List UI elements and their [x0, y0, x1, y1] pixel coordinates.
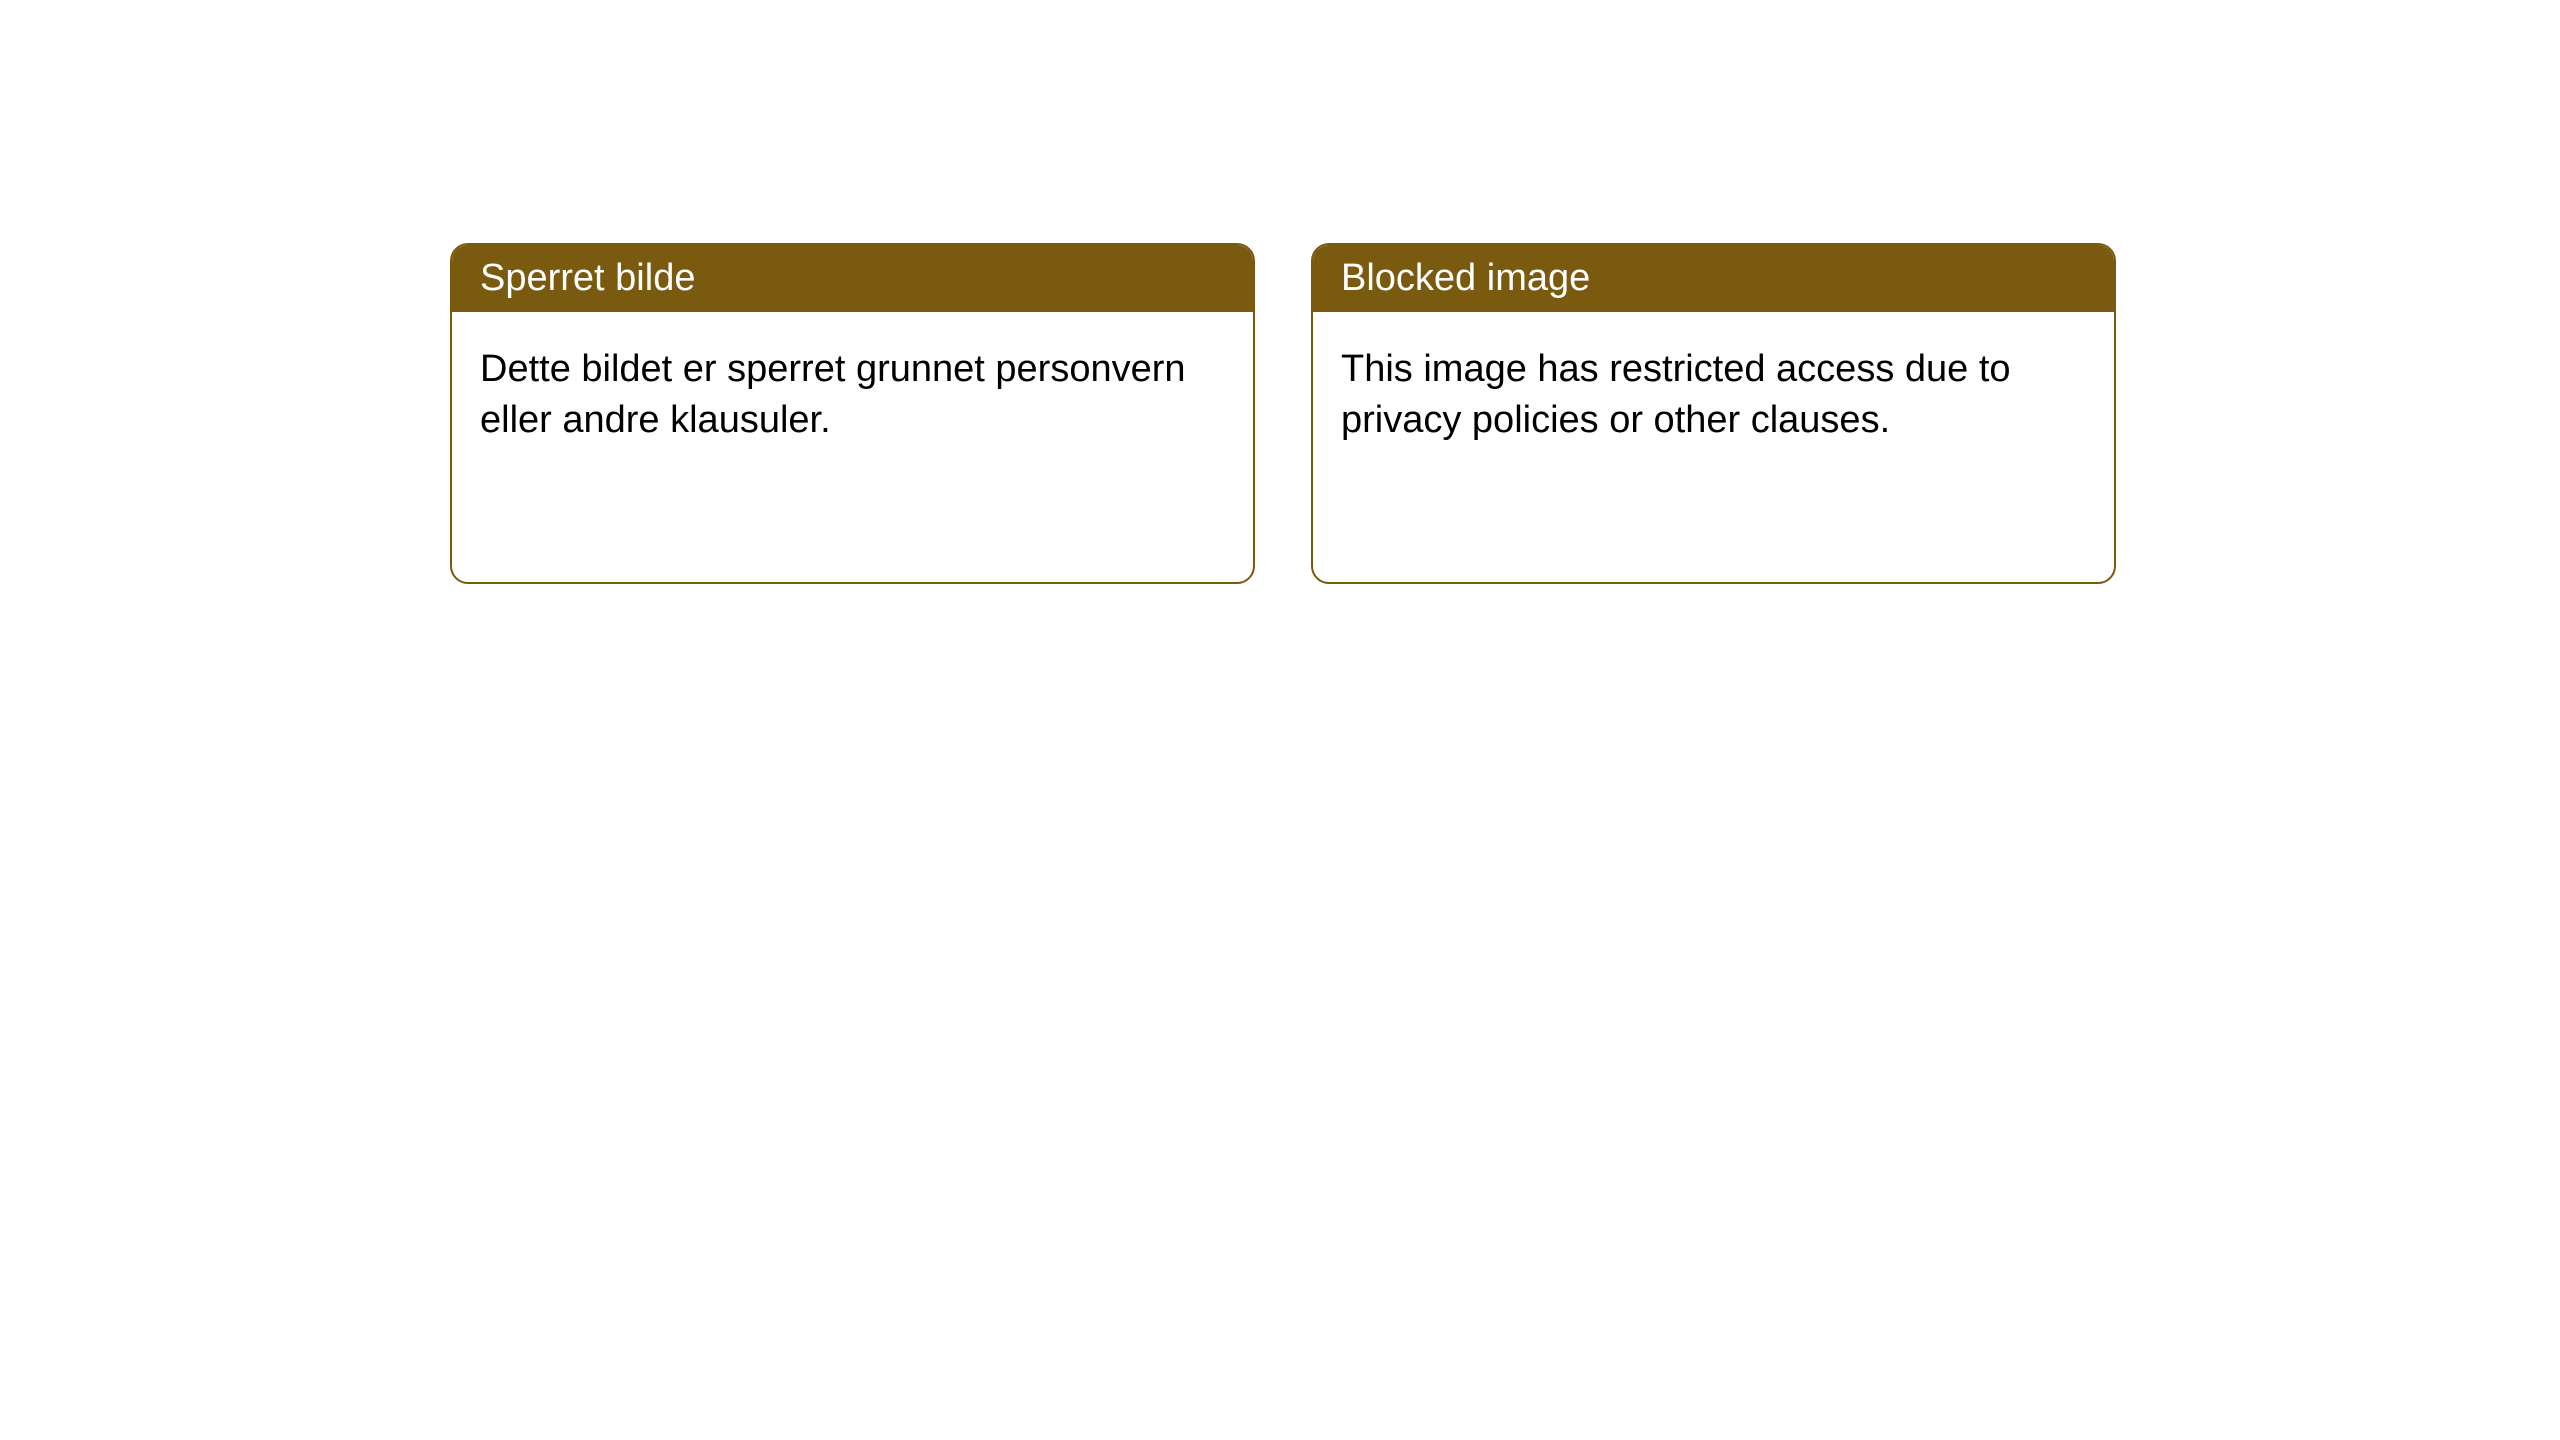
notice-title: Blocked image [1313, 245, 2114, 312]
notice-card-norwegian: Sperret bilde Dette bildet er sperret gr… [450, 243, 1255, 584]
notice-container: Sperret bilde Dette bildet er sperret gr… [0, 0, 2560, 584]
notice-body: This image has restricted access due to … [1313, 312, 2114, 582]
notice-title: Sperret bilde [452, 245, 1253, 312]
notice-card-english: Blocked image This image has restricted … [1311, 243, 2116, 584]
notice-body: Dette bildet er sperret grunnet personve… [452, 312, 1253, 582]
